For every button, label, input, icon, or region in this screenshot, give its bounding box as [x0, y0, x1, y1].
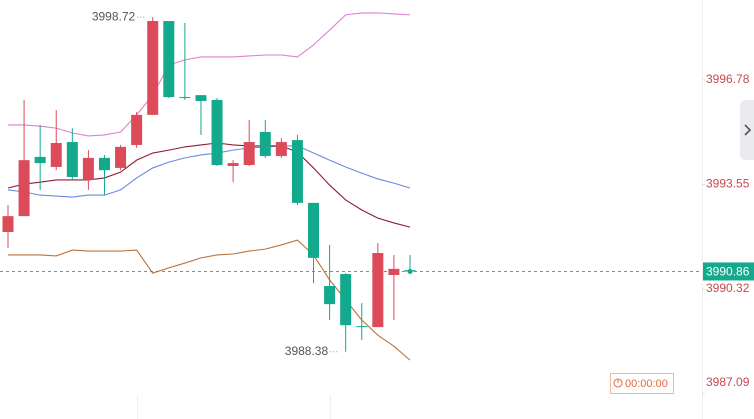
candle-body: [259, 132, 271, 156]
countdown-box: [610, 373, 674, 394]
candle-body: [66, 142, 78, 177]
price-label: 3990.86: [706, 265, 750, 279]
candle-body: [18, 160, 30, 217]
candle-body: [179, 97, 191, 99]
candle-body: [372, 253, 384, 328]
candle-body: [131, 114, 143, 145]
candle-body: [340, 274, 352, 326]
expand-button[interactable]: [740, 100, 754, 160]
candle-body: [34, 156, 46, 164]
candle-body: [227, 163, 239, 166]
candle-body: [115, 146, 127, 168]
extreme-label: 3988.38: [285, 344, 329, 358]
y-tick-label: 3990.32: [706, 281, 750, 295]
clock-icon: [613, 378, 623, 388]
countdown: 00:00:00: [610, 373, 674, 394]
candle-body: [308, 202, 320, 258]
candle-body: [195, 95, 207, 101]
indicator-line: [7, 145, 411, 198]
price-dot: [407, 268, 413, 274]
candle-body: [147, 21, 159, 115]
candle-body: [275, 142, 287, 156]
candle-body: [163, 21, 175, 98]
y-tick-label: 3996.78: [706, 72, 750, 86]
candle-body: [50, 143, 62, 167]
candle-body: [82, 157, 94, 180]
chevron-icon[interactable]: [744, 124, 752, 136]
y-tick-label: 3993.55: [706, 177, 750, 191]
indicator-line: [7, 142, 411, 228]
expand-button-bg[interactable]: [740, 100, 754, 160]
candle-body: [291, 140, 303, 203]
candle-body: [324, 286, 336, 305]
candle-body: [388, 268, 400, 276]
price-badge: [703, 262, 754, 281]
y-tick-label: 3987.09: [706, 375, 750, 389]
candle-body: [98, 157, 110, 171]
candle-body: [243, 142, 255, 166]
candle-body: [211, 99, 223, 166]
candle-body: [2, 216, 14, 232]
indicator-line: [8, 12, 411, 137]
candle-body: [356, 326, 368, 328]
countdown-text: 00:00:00: [625, 378, 668, 390]
extreme-label: 3998.72: [92, 9, 136, 23]
